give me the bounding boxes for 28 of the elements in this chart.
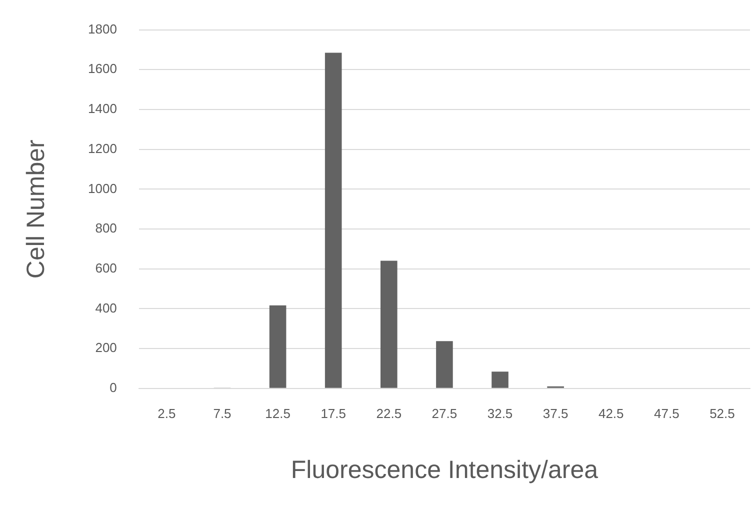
x-tick-label: 7.5 bbox=[213, 406, 232, 421]
x-tick-label: 22.5 bbox=[376, 406, 402, 421]
x-tick-label: 37.5 bbox=[542, 406, 568, 421]
x-tick-label: 32.5 bbox=[487, 406, 513, 421]
x-tick-label: 52.5 bbox=[710, 406, 735, 421]
x-tick-label: 12.5 bbox=[265, 406, 290, 421]
x-tick-label: 27.5 bbox=[432, 406, 458, 421]
y-tick-label: 1600 bbox=[88, 61, 117, 76]
y-tick-label: 1400 bbox=[88, 101, 117, 116]
x-tick-label: 42.5 bbox=[598, 406, 624, 421]
y-tick-label: 1200 bbox=[88, 140, 117, 156]
y-tick-label: 200 bbox=[95, 340, 117, 356]
x-tick-label: 47.5 bbox=[654, 406, 680, 421]
y-tick-label: 0 bbox=[110, 380, 117, 395]
y-tick-label: 800 bbox=[95, 220, 117, 236]
y-tick-label: 1800 bbox=[88, 21, 117, 36]
bar bbox=[269, 305, 286, 388]
x-tick-label: 2.5 bbox=[158, 406, 176, 421]
x-axis-title: Fluorescence Intensity/area bbox=[290, 456, 598, 484]
bar bbox=[380, 260, 398, 388]
y-tick-label: 1000 bbox=[88, 180, 117, 196]
x-tick-label: 17.5 bbox=[320, 406, 346, 421]
bar bbox=[324, 52, 342, 388]
bar bbox=[492, 372, 508, 388]
y-tick-label: 600 bbox=[95, 260, 117, 276]
bar bbox=[436, 341, 453, 388]
y-tick-label: 400 bbox=[95, 300, 117, 316]
y-axis-title: Cell Number bbox=[22, 140, 50, 279]
